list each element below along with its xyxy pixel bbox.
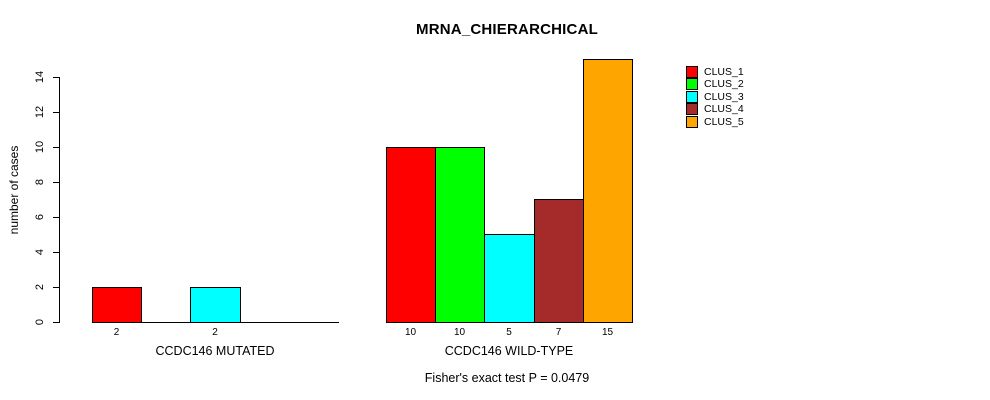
legend-swatch-icon: [686, 78, 698, 90]
legend-swatch-icon: [686, 103, 698, 115]
y-tick: [53, 287, 59, 288]
y-tick: [53, 147, 59, 148]
legend-label: CLUS_1: [704, 66, 744, 78]
y-tick: [53, 77, 59, 78]
y-tick-label: 14: [34, 70, 46, 84]
legend-item-clus_1: CLUS_1: [686, 66, 744, 78]
annotation-fisher-test: Fisher's exact test P = 0.0479: [424, 371, 590, 385]
legend-swatch-icon: [686, 116, 698, 128]
y-tick: [53, 252, 59, 253]
chart-title: MRNA_CHIERARCHICAL: [416, 21, 598, 38]
legend-swatch-icon: [686, 91, 698, 103]
bar-value-label: 7: [555, 327, 562, 338]
bar-clus_4-group-2: [534, 199, 584, 323]
legend-item-clus_5: CLUS_5: [686, 116, 744, 128]
bar-value-label: 5: [506, 327, 512, 338]
y-axis-line: [59, 77, 60, 323]
y-axis-label: number of cases: [7, 145, 21, 235]
y-tick-label: 0: [34, 318, 46, 326]
y-tick-label: 4: [34, 248, 46, 256]
legend-item-clus_4: CLUS_4: [686, 103, 744, 115]
bar-clus_5-group-2: [583, 59, 633, 323]
y-tick-label: 10: [34, 140, 46, 154]
y-tick-label: 12: [34, 105, 46, 119]
bar-clus_1-group-1: [92, 287, 142, 323]
y-tick-label: 2: [34, 283, 46, 291]
y-tick: [53, 322, 59, 323]
bar-value-label: 10: [404, 327, 417, 338]
legend-label: CLUS_4: [704, 103, 744, 115]
bar-clus_2-group-2: [435, 147, 485, 323]
bar-clus_3-group-1: [190, 287, 241, 323]
group-label-mutated: CCDC146 MUTATED: [155, 344, 275, 358]
legend-item-clus_3: CLUS_3: [686, 91, 744, 103]
legend-label: CLUS_3: [704, 91, 744, 103]
y-tick-label: 8: [34, 178, 46, 186]
legend-swatch-icon: [686, 66, 698, 78]
bar-clus_1-group-2: [386, 147, 436, 323]
bar-value-label: 2: [212, 327, 218, 338]
legend-label: CLUS_2: [704, 78, 744, 90]
y-tick-label: 6: [34, 213, 46, 221]
bar-clus_3-group-2: [484, 234, 535, 323]
bar-value-label: 2: [113, 327, 120, 338]
bar-value-label: 10: [453, 327, 466, 338]
y-tick: [53, 112, 59, 113]
group-label-wildtype: CCDC146 WILD-TYPE: [444, 344, 574, 358]
bar-value-label: 15: [601, 327, 614, 338]
legend-item-clus_2: CLUS_2: [686, 78, 744, 90]
legend-label: CLUS_5: [704, 116, 744, 128]
y-tick: [53, 182, 59, 183]
y-tick: [53, 217, 59, 218]
